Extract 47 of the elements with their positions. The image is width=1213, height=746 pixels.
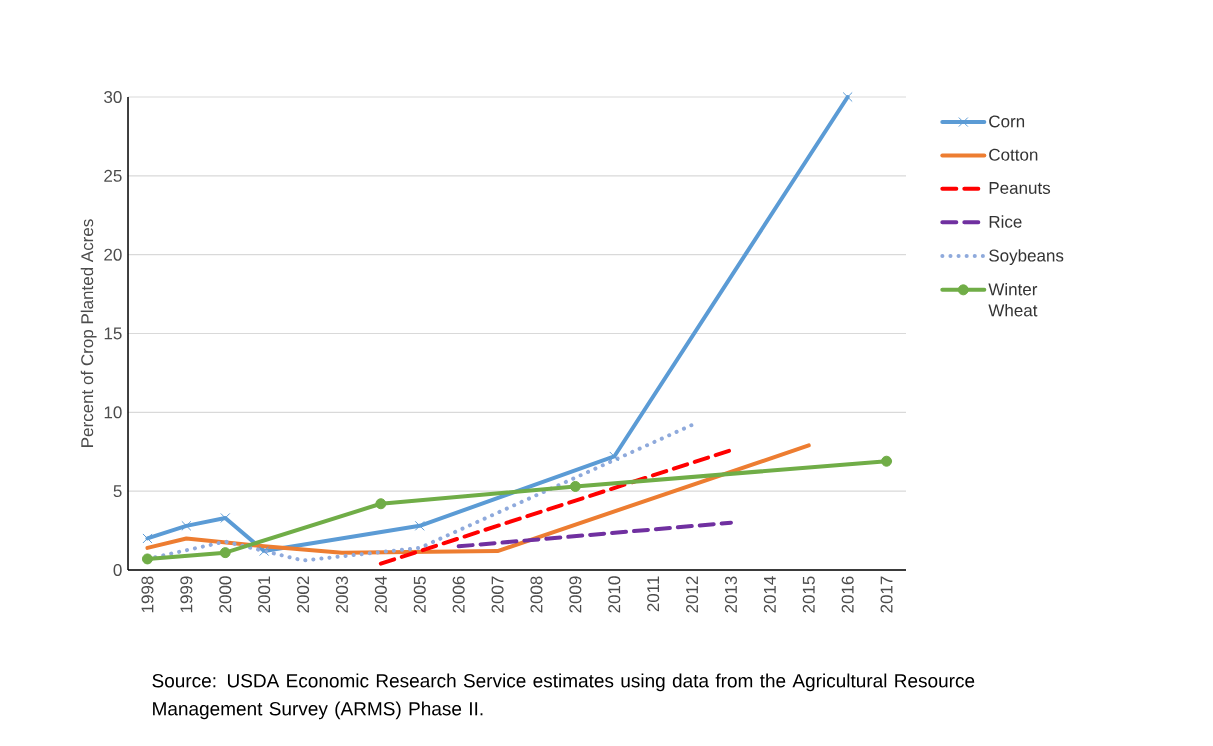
x-tick-label: 2005 (413, 576, 426, 613)
x-tick-label: 2007 (491, 576, 504, 613)
point (219, 547, 231, 559)
legend-label: Peanuts (989, 182, 1051, 194)
x-tick-label: 2014 (763, 576, 776, 613)
x-tick-label: 2008 (530, 576, 543, 613)
point (142, 533, 153, 544)
y-tick-label: 10 (104, 406, 122, 419)
point (842, 92, 853, 102)
x-tick-label: 2010 (608, 576, 621, 613)
point (569, 480, 581, 492)
x-tick-label: 2004 (374, 576, 387, 613)
x-tick-label: 2011 (647, 576, 660, 612)
x-tick-label: 2015 (802, 576, 815, 613)
legend-label: Soybeans (989, 249, 1064, 265)
x-tick-label: 2009 (569, 576, 582, 613)
point (220, 513, 230, 523)
source-note: Source: USDA Economic Research Service estimates using data from the Agricultural Resource Management Survey (ARMS) Phase II. (152, 673, 975, 720)
x-tick-label: 1998 (141, 576, 154, 613)
y-tick-label: 5 (113, 485, 122, 498)
y-axis-title: Percent of Crop Planted Acres (80, 219, 97, 447)
y-tick-label: 25 (104, 169, 122, 182)
x-tick-label: 2017 (880, 576, 893, 613)
legend-label: Winter Wheat (988, 282, 1038, 317)
point (415, 521, 425, 531)
y-tick-label: 0 (113, 563, 122, 577)
point (141, 553, 153, 565)
x-tick-label: 2003 (335, 576, 348, 613)
y-tick-label: 30 (104, 90, 122, 104)
x-tick-label: 2012 (686, 576, 699, 613)
point (881, 455, 893, 467)
x-tick-label: 2002 (297, 576, 310, 613)
y-tick-label: 20 (104, 248, 122, 261)
x-tick-label: 2013 (724, 576, 737, 613)
legend-label: Rice (989, 215, 1022, 228)
x-tick-label: 1999 (180, 576, 193, 613)
point (181, 521, 192, 531)
point (609, 451, 619, 462)
x-tick-label: 2006 (452, 576, 465, 613)
point (375, 498, 387, 510)
legend-label: Corn (989, 115, 1025, 128)
legend-label: Cotton (989, 148, 1038, 161)
x-tick-label: 2016 (841, 576, 854, 613)
point (259, 546, 269, 556)
x-tick-label: 2001 (258, 576, 271, 613)
x-tick-label: 2000 (219, 576, 232, 613)
y-tick-label: 15 (104, 327, 122, 340)
